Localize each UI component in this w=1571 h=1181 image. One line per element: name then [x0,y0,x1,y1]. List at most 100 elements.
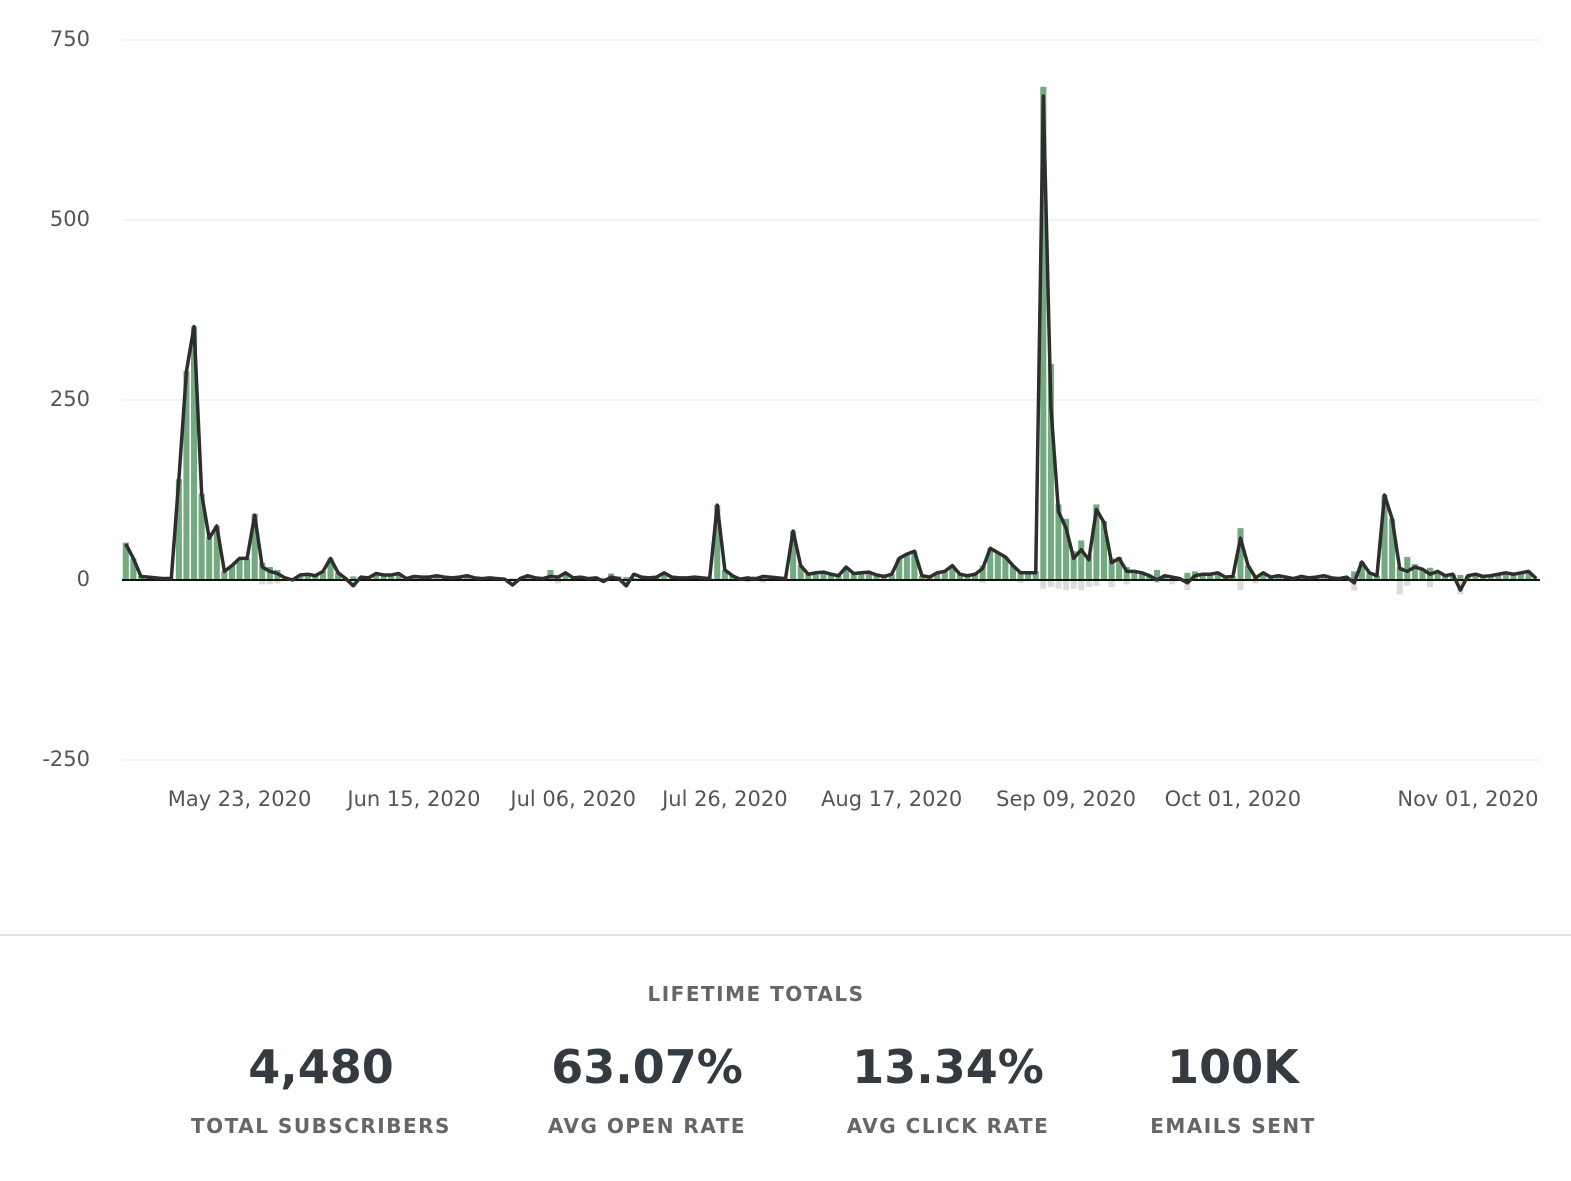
bar [433,575,440,580]
bar [1078,580,1085,591]
bar [319,571,326,580]
bar [1404,580,1411,586]
bar [1002,556,1009,580]
bar [1138,572,1145,580]
bar [372,573,380,580]
bar [1404,556,1411,580]
bar [1116,556,1123,580]
bar [1009,565,1017,580]
bar [827,574,835,580]
bar [1063,518,1070,580]
bar [714,505,721,580]
bar [1495,574,1502,580]
y-tick-label: 0 [77,567,90,591]
bar [266,567,273,580]
bar [888,574,895,580]
bar [1093,580,1100,586]
bar [554,580,562,584]
bar [1040,86,1047,581]
bar [350,576,357,580]
bar [1434,571,1441,580]
bar [1245,565,1252,580]
bar [1480,576,1487,580]
bar [183,371,190,580]
bar [1093,504,1100,580]
bar [881,576,888,580]
bar [327,558,334,580]
bar [524,575,531,580]
bar [1381,495,1388,580]
bar [1108,580,1115,588]
bar [122,542,129,580]
bar [1131,571,1138,580]
bar [1161,575,1168,580]
bar [1260,572,1267,580]
bar [463,575,471,580]
bar [1487,575,1494,580]
bar [1252,580,1259,584]
bar [266,580,273,585]
bar [1396,580,1403,595]
bar [236,558,243,580]
bar [1502,572,1509,580]
bar [1472,574,1479,580]
bar [865,572,872,580]
x-tick-label: Jul 06, 2020 [508,787,636,811]
bar [1078,540,1085,580]
bar [1419,569,1426,580]
bar [1017,571,1024,580]
x-tick-label: Jun 15, 2020 [345,787,480,811]
bar [1017,580,1024,583]
bar [335,572,342,580]
bar [850,573,857,580]
bar [1047,364,1054,580]
bar [1199,574,1206,580]
bar [600,577,607,580]
x-tick-label: Jul 26, 2020 [660,787,788,811]
bar [1108,558,1115,580]
bar [198,493,205,580]
bar [896,558,903,580]
bar [213,526,220,580]
bar [1457,574,1464,580]
bar [729,575,736,580]
bar [1442,575,1449,580]
bar [623,577,630,580]
bar [1123,580,1130,585]
bar [1032,571,1039,580]
bar [1229,576,1236,580]
bar [941,571,948,580]
bar [858,572,865,580]
bar [1085,554,1092,580]
bar [297,574,304,580]
bar [759,580,766,583]
stat-value: 4,480 [248,1040,394,1094]
bar [1237,528,1244,580]
bar [1518,572,1525,580]
bar [1411,564,1418,580]
bar [1427,580,1434,588]
bar [221,571,228,580]
bar [1351,580,1358,591]
bar [1169,580,1176,585]
bar [1214,572,1221,580]
bar [956,574,963,580]
bar [304,573,311,580]
bar [259,580,266,585]
bar [1207,574,1214,580]
bar [228,565,235,580]
bar [949,565,956,580]
bar [979,565,986,580]
bar [206,536,213,580]
bar [721,569,728,580]
bar [380,574,387,580]
bar [1123,567,1130,580]
bar [1070,551,1077,580]
bar [1396,567,1403,580]
bar [1055,504,1062,580]
bar [1047,580,1054,588]
bar [395,573,402,580]
bar [388,574,395,580]
bar [812,572,819,580]
